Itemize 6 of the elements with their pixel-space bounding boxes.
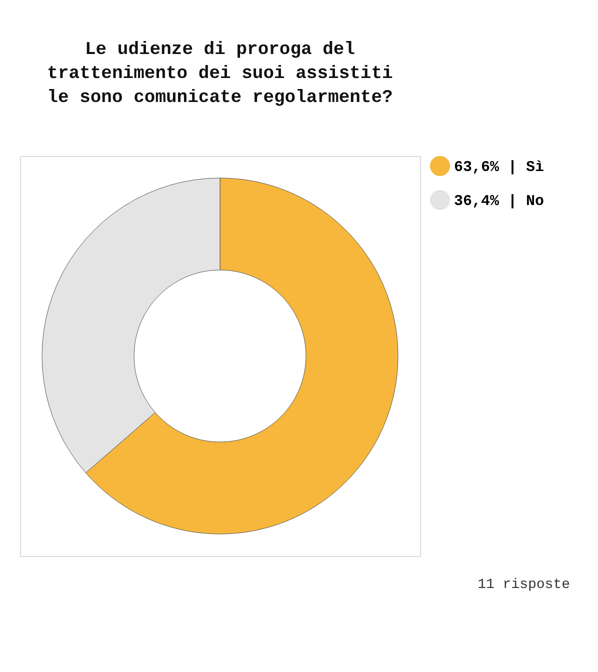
- text: le sono comunicate regolarmente?: [47, 88, 393, 108]
- text: Le udienze di proroga del: [84, 40, 356, 60]
- legend-label: 63,6% | Sì: [454, 159, 544, 176]
- text: trattenimento dei suoi assistiti: [47, 64, 393, 84]
- text: 11 risposte: [478, 577, 570, 593]
- legend-label: 36,4% | No: [454, 193, 544, 210]
